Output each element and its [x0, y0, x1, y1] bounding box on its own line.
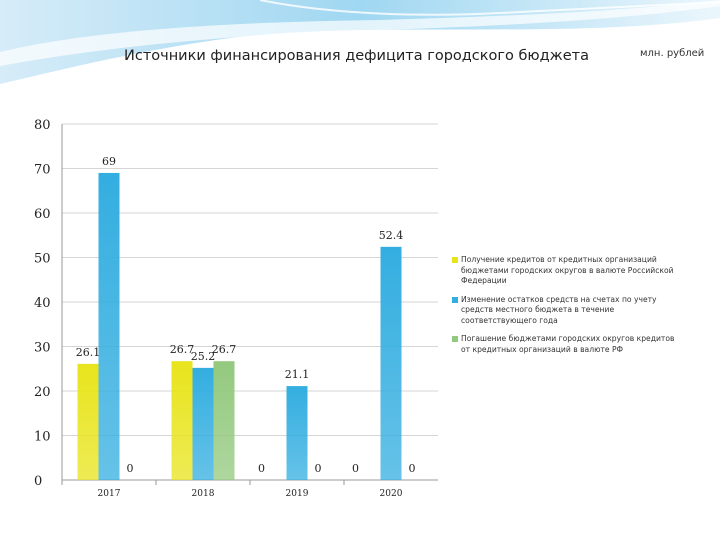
bar: [286, 386, 308, 480]
data-label: 69: [102, 155, 116, 168]
x-tick-label: 2020: [380, 489, 403, 499]
data-label: 0: [352, 462, 359, 475]
x-tick-label: 2017: [98, 489, 121, 499]
data-label: 25.2: [191, 350, 216, 363]
y-tick-label: 40: [34, 296, 51, 311]
header-decoration: [0, 0, 720, 84]
legend-label: Получение кредитов от кредитных организа…: [461, 255, 674, 285]
legend-swatch: [452, 336, 458, 342]
data-label: 0: [315, 462, 322, 475]
bar: [98, 172, 120, 480]
y-tick-label: 20: [34, 385, 51, 400]
bar: [213, 361, 235, 480]
data-label: 26.7: [212, 343, 237, 356]
data-label: 26.7: [170, 343, 195, 356]
x-tick-label: 2019: [286, 489, 309, 499]
data-label: 26.1: [76, 346, 101, 359]
x-tick-label: 2018: [192, 489, 215, 499]
chart-legend: Получение кредитов от кредитных организа…: [452, 255, 682, 363]
bar: [380, 246, 402, 480]
data-label: 0: [127, 462, 134, 475]
legend-label: Погашение бюджетами городских округов кр…: [461, 334, 675, 354]
y-tick-label: 60: [34, 207, 51, 222]
legend-item: Получение кредитов от кредитных организа…: [452, 255, 682, 287]
y-tick-label: 10: [34, 430, 51, 445]
legend-swatch: [452, 296, 458, 303]
data-label: 0: [409, 462, 416, 475]
y-tick-label: 70: [34, 163, 51, 178]
legend-swatch: [452, 257, 458, 263]
bar: [192, 367, 214, 480]
chart-title: Источники финансирования дефицита городс…: [124, 48, 589, 64]
legend-item: Изменение остатков средств на счетах по …: [452, 295, 682, 327]
unit-label: млн. рублей: [640, 48, 705, 59]
y-tick-label: 80: [34, 118, 51, 133]
legend-label: Изменение остатков средств на счетах по …: [461, 294, 657, 325]
y-tick-label: 30: [34, 341, 51, 356]
data-label: 52.4: [379, 229, 404, 242]
data-label: 0: [258, 462, 265, 475]
y-tick-label: 50: [34, 252, 51, 267]
legend-item: Погашение бюджетами городских округов кр…: [452, 334, 682, 355]
bar: [77, 363, 99, 480]
bar: [171, 361, 193, 480]
data-label: 21.1: [285, 368, 310, 381]
y-tick-label: 0: [34, 474, 42, 489]
